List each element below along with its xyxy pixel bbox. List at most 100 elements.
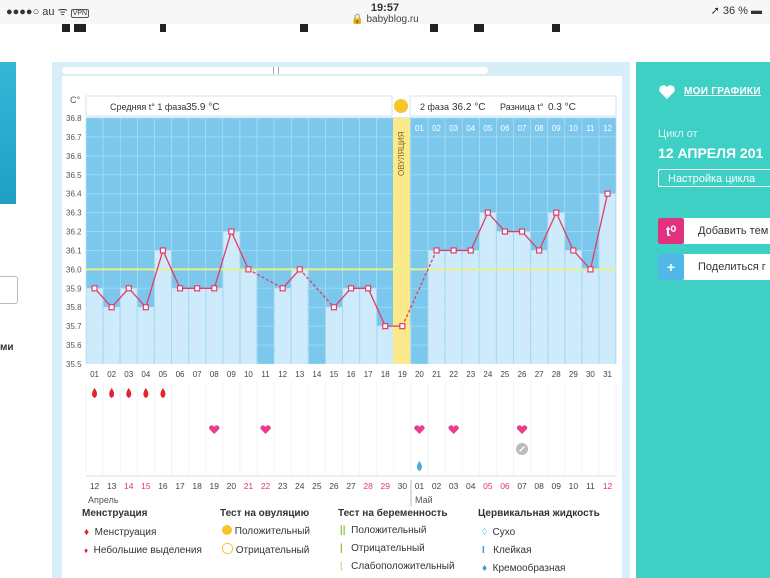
temperature-bar: [206, 288, 223, 364]
single-line-icon: |: [340, 543, 343, 554]
legend-pregnancy-weak: | Слабоположительный: [340, 561, 455, 572]
cycle-settings-button[interactable]: Настройка цикла: [658, 169, 770, 187]
legend-cervical-dry: ◊ Сухо: [482, 527, 516, 538]
temperature-point: [347, 285, 355, 292]
temperature-point: [245, 266, 252, 273]
empty-circle-icon: [222, 543, 233, 554]
sticky-icon: I: [482, 545, 485, 556]
temperature-line-segment: [555, 212, 574, 251]
top-day-label: 04: [466, 124, 475, 133]
diff-label: Разница t°: [500, 102, 544, 112]
vpn-badge: VPN: [70, 9, 90, 18]
calendar-date: 27: [346, 481, 356, 491]
calendar-date: 08: [534, 481, 544, 491]
day-label: 22: [449, 370, 458, 379]
temperature-point: [604, 190, 611, 197]
day-label: 09: [227, 370, 236, 379]
note-pencil-stroke: [519, 446, 526, 452]
day-label: 28: [552, 370, 561, 379]
left-text: ми: [0, 342, 14, 353]
temperature-bar: [599, 193, 616, 364]
temperature-bar: [291, 269, 308, 364]
legend-menstruation-item: ♦ Менструация: [84, 527, 157, 538]
temperature-point: [399, 323, 406, 330]
ovulation-label: ОВУЛЯЦИЯ: [397, 131, 406, 176]
phase2-label: 2 фаза: [420, 102, 449, 112]
topic-icon: t⁰: [658, 218, 684, 244]
legend-cervical-creamy: ♦ Кремообразная: [482, 563, 566, 574]
url-text: babyblog.ru: [366, 14, 419, 25]
my-charts-link[interactable]: МОИ ГРАФИКИ: [684, 86, 761, 97]
temperature-bar: [531, 250, 548, 364]
calendar-date: 03: [449, 481, 459, 491]
y-tick-label: 36.2: [66, 228, 82, 237]
day-label: 12: [278, 370, 287, 379]
day-label: 03: [124, 370, 133, 379]
day-label: 16: [347, 370, 356, 379]
day-label: 25: [500, 370, 509, 379]
temperature-point: [296, 266, 303, 273]
y-tick-label: 35.9: [66, 284, 82, 293]
top-day-label: 07: [518, 124, 527, 133]
phase2-value: 36.2 °C: [452, 102, 485, 113]
temperature-point: [467, 247, 474, 254]
heart-icon: [659, 85, 675, 99]
menstruation-drop-icon: [160, 388, 166, 398]
legend-cervical-title: Цервикальная жидкость: [478, 508, 600, 519]
temperature-bar: [172, 288, 189, 364]
temperature-line-segment: [538, 212, 557, 251]
temperature-point: [125, 285, 132, 292]
legend-spotting-item: ♦ Небольшие выделения: [84, 545, 202, 556]
chart-scrollbar[interactable]: [62, 67, 488, 74]
menstruation-drop-icon: [92, 388, 98, 398]
temperature-point: [382, 323, 389, 330]
temperature-point: [330, 304, 338, 311]
diff-value: 0.3 °C: [548, 102, 576, 113]
temperature-point: [108, 304, 115, 311]
left-input[interactable]: [0, 276, 18, 304]
temperature-point: [194, 285, 201, 292]
temperature-point: [279, 285, 286, 292]
calendar-date: 15: [141, 481, 151, 491]
temperature-point: [587, 266, 594, 273]
phase2-header: [409, 95, 617, 117]
calendar-date: 25: [312, 481, 322, 491]
temperature-bar: [445, 250, 462, 364]
day-label: 20: [415, 370, 424, 379]
calendar-date: 12: [603, 481, 613, 491]
day-label: 29: [569, 370, 578, 379]
calendar-date: 30: [398, 481, 408, 491]
clock: 19:57: [370, 2, 400, 14]
top-day-label: 06: [501, 124, 510, 133]
calendar-date: 24: [295, 481, 305, 491]
add-topic-button[interactable]: t⁰ Добавить тем: [658, 218, 770, 244]
temperature-bar: [103, 307, 120, 364]
drop-icon: ♦: [84, 527, 90, 538]
day-label: 30: [586, 370, 595, 379]
temperature-line-segment: [367, 288, 386, 327]
share-button[interactable]: + Поделиться г: [658, 254, 770, 280]
temperature-point: [518, 228, 526, 235]
share-label: Поделиться г: [698, 261, 766, 273]
calendar-date: 02: [432, 481, 442, 491]
day-label: 08: [210, 370, 219, 379]
temperature-bar: [496, 231, 513, 364]
menstruation-drop-icon: [143, 388, 149, 398]
calendar-date: 13: [107, 481, 117, 491]
temperature-bar: [189, 288, 206, 364]
status-bar: ●●●●○ au ᯤ VPN 19:57 🔒 babyblog.ru ➚ 36 …: [0, 0, 770, 25]
plus-icon: +: [658, 254, 684, 280]
day-label: 15: [329, 370, 338, 379]
temperature-point: [176, 285, 184, 292]
day-label: 11: [261, 370, 270, 379]
chart-scroll-handle[interactable]: [273, 67, 279, 74]
calendar-date: 16: [158, 481, 168, 491]
heart-marker-icon: [260, 425, 271, 434]
temperature-bar: [343, 288, 360, 364]
temperature-point: [228, 228, 235, 235]
temperature-bar: [86, 288, 103, 364]
calendar-date: 18: [192, 481, 202, 491]
address-bar[interactable]: 🔒 babyblog.ru: [351, 14, 419, 25]
calendar-date: 06: [500, 481, 510, 491]
